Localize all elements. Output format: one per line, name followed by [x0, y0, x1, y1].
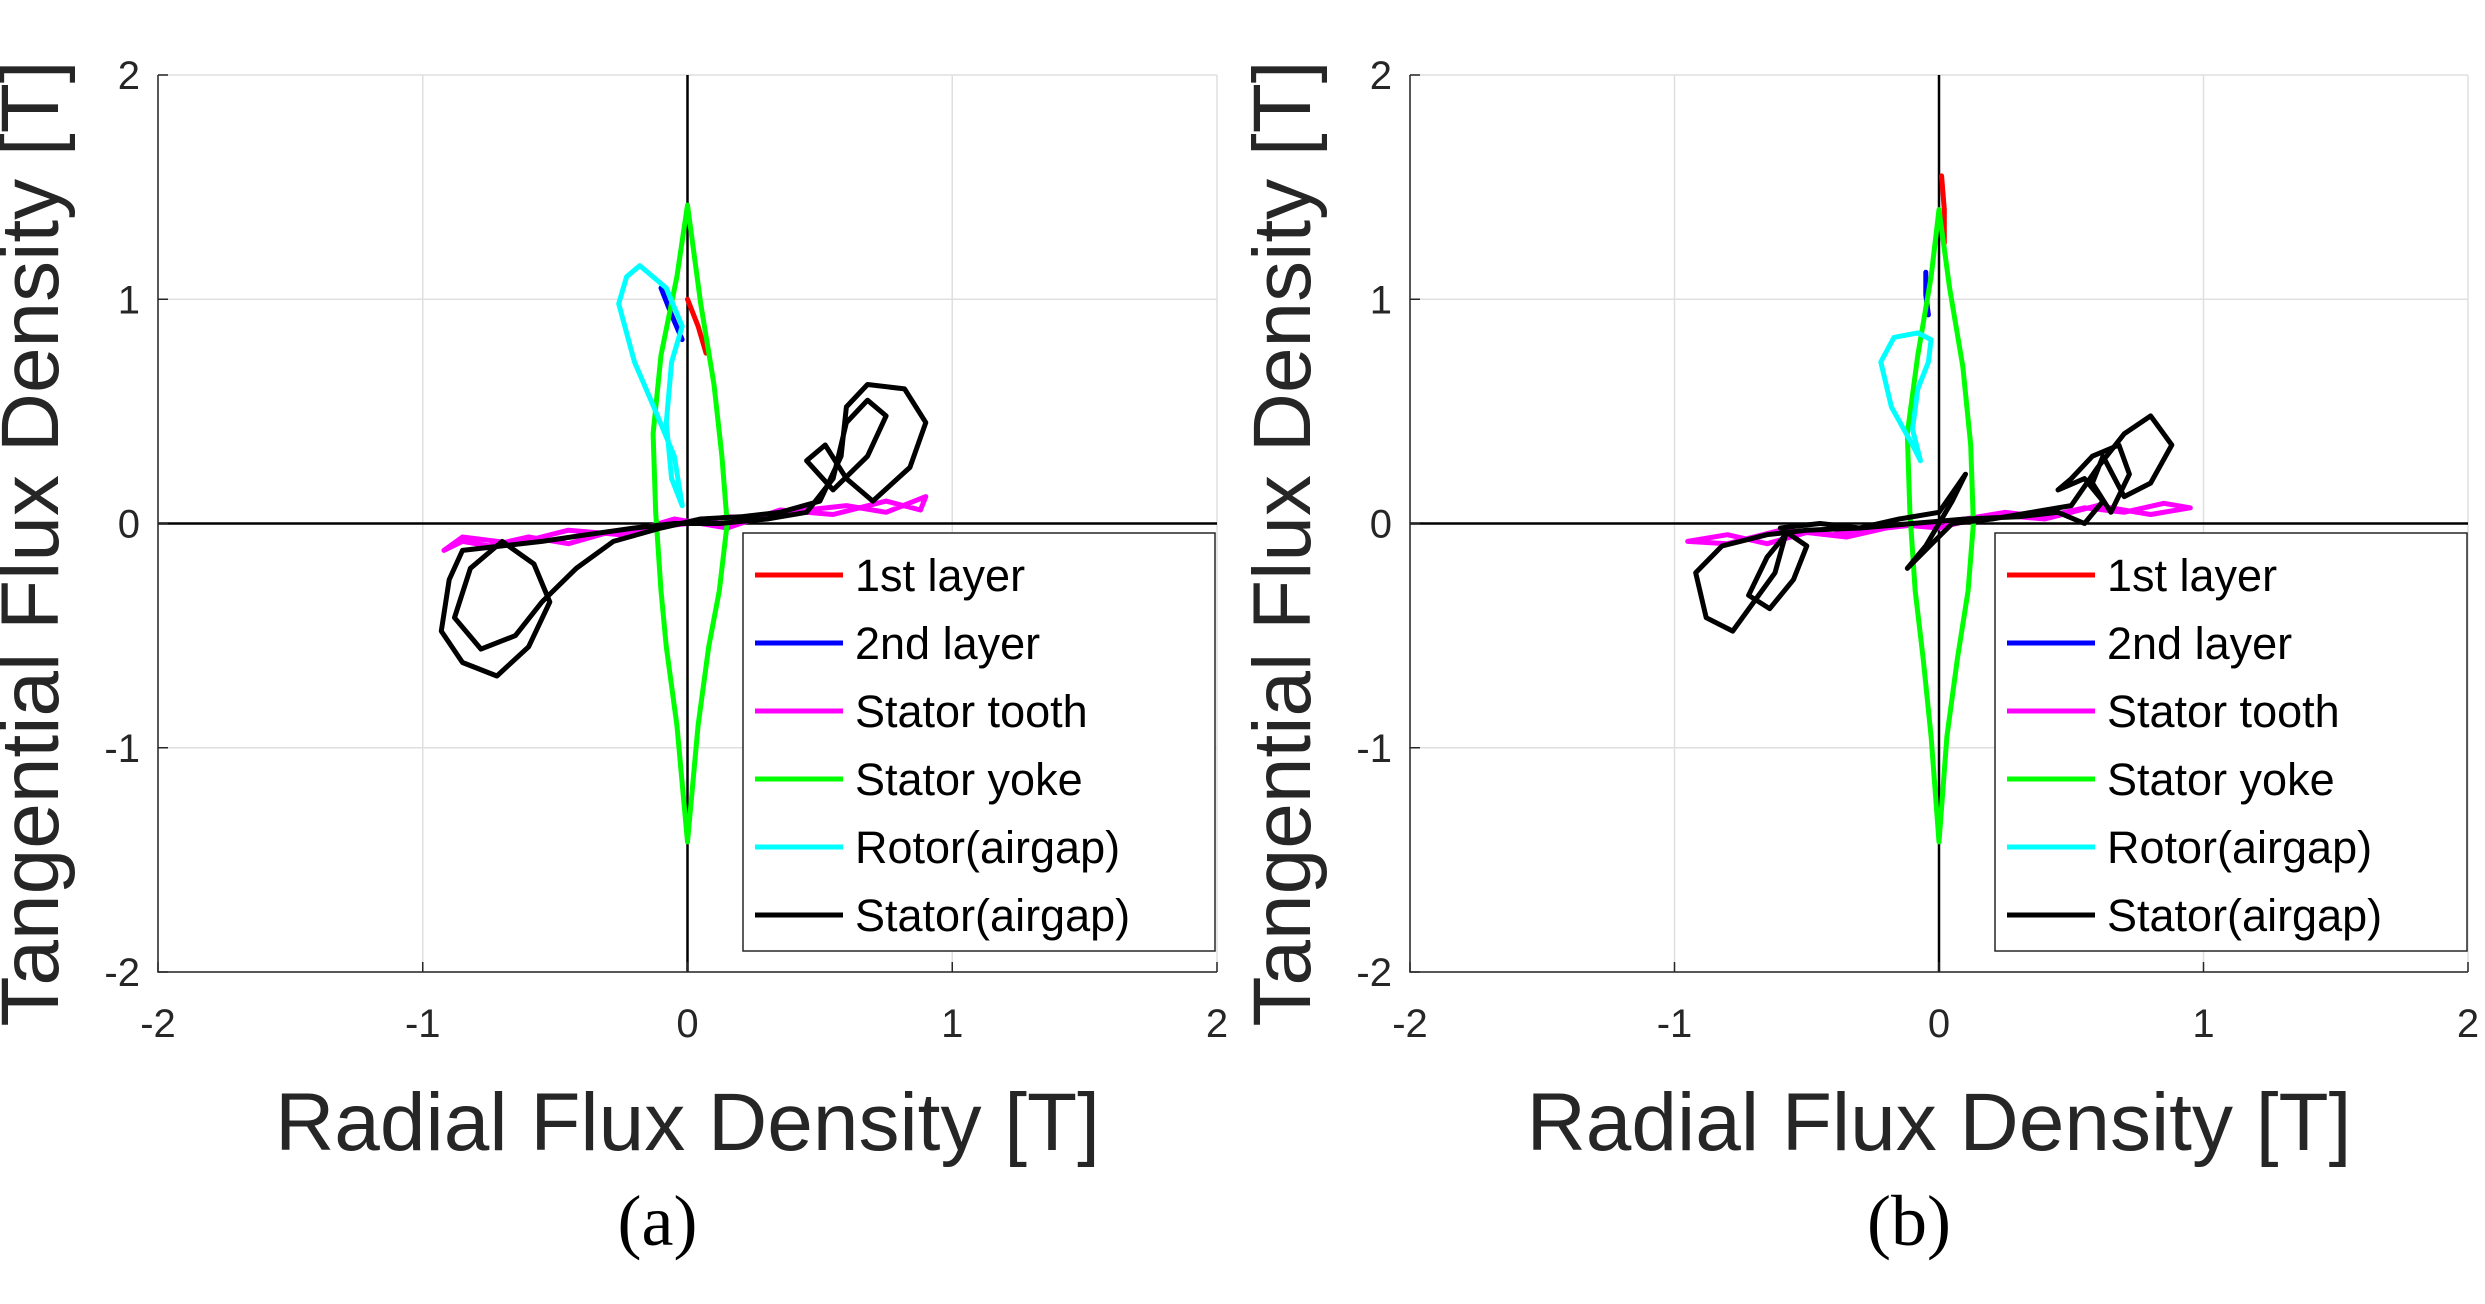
y-tick-label: 1 [118, 278, 140, 322]
legend-label-2: Stator tooth [855, 686, 1088, 737]
y-tick-label: 0 [118, 503, 140, 547]
series-line-5 [1693, 413, 2175, 634]
legend-label-3: Stator yoke [2107, 754, 2335, 805]
legend-label-0: 1st layer [855, 550, 1025, 601]
y-tick-label: 0 [1370, 503, 1392, 547]
legend-box [742, 532, 1216, 952]
legend-label-5: Stator(airgap) [2107, 890, 2382, 941]
y-tick-label: -2 [1356, 951, 1392, 995]
series-line-4 [616, 263, 685, 509]
x-tick-label: 2 [2457, 1002, 2479, 1046]
x-axis-label: Radial Flux Density [T] [275, 1077, 1100, 1168]
panel-caption: (b) [1867, 1181, 1951, 1261]
legend-label-4: Rotor(airgap) [855, 822, 1120, 873]
x-tick-label: 0 [676, 1002, 698, 1046]
x-tick-label: 1 [2192, 1002, 2214, 1046]
x-tick-label: -2 [1392, 1002, 1428, 1046]
y-tick-label: -2 [104, 951, 140, 995]
y-tick-label: -1 [104, 727, 140, 771]
series-line-2 [441, 494, 929, 553]
y-tick-label: 1 [1370, 278, 1392, 322]
legend: 1st layer 2nd layer Stator tooth Stator yok… [742, 532, 1216, 952]
legend-label-3: Stator yoke [855, 754, 1083, 805]
legend: 1st layer 2nd layer Stator tooth Stator yok… [1994, 532, 2468, 952]
x-tick-label: -2 [140, 1002, 176, 1046]
series-line-4 [1878, 330, 1934, 464]
x-tick-label: 2 [1206, 1002, 1228, 1046]
series-line-5 [438, 382, 929, 679]
y-tick-label: 2 [1370, 54, 1392, 98]
panel-caption: (a) [618, 1181, 698, 1261]
legend-label-4: Rotor(airgap) [2107, 822, 2372, 873]
series-line-0 [685, 296, 709, 356]
legend-label-1: 2nd layer [855, 618, 1040, 669]
y-axis-label: Tangential Flux Density [T] [0, 60, 76, 1026]
x-axis-label: Radial Flux Density [T] [1527, 1077, 2352, 1168]
legend-label-1: 2nd layer [2107, 618, 2292, 669]
x-tick-label: -1 [1657, 1002, 1693, 1046]
legend-label-2: Stator tooth [2107, 686, 2340, 737]
panel-a: -2 -1 0 1 2 -2 -1 0 1 2 Radial Flux Density [T] Tan… [0, 54, 1228, 1261]
x-tick-label: 1 [941, 1002, 963, 1046]
legend-box [1994, 532, 2468, 952]
x-tick-label: -1 [405, 1002, 441, 1046]
panel-b: -2 -1 0 1 2 -2 -1 0 1 2 Radial Flux Density [T] Tan… [1237, 54, 2479, 1261]
series-line-3 [1904, 207, 1976, 845]
y-tick-label: -1 [1356, 727, 1392, 771]
y-tick-label: 2 [118, 54, 140, 98]
y-axis-label: Tangential Flux Density [T] [1237, 60, 1328, 1026]
legend-label-0: 1st layer [2107, 550, 2277, 601]
x-tick-label: 0 [1928, 1002, 1950, 1046]
legend-label-5: Stator(airgap) [855, 890, 1130, 941]
